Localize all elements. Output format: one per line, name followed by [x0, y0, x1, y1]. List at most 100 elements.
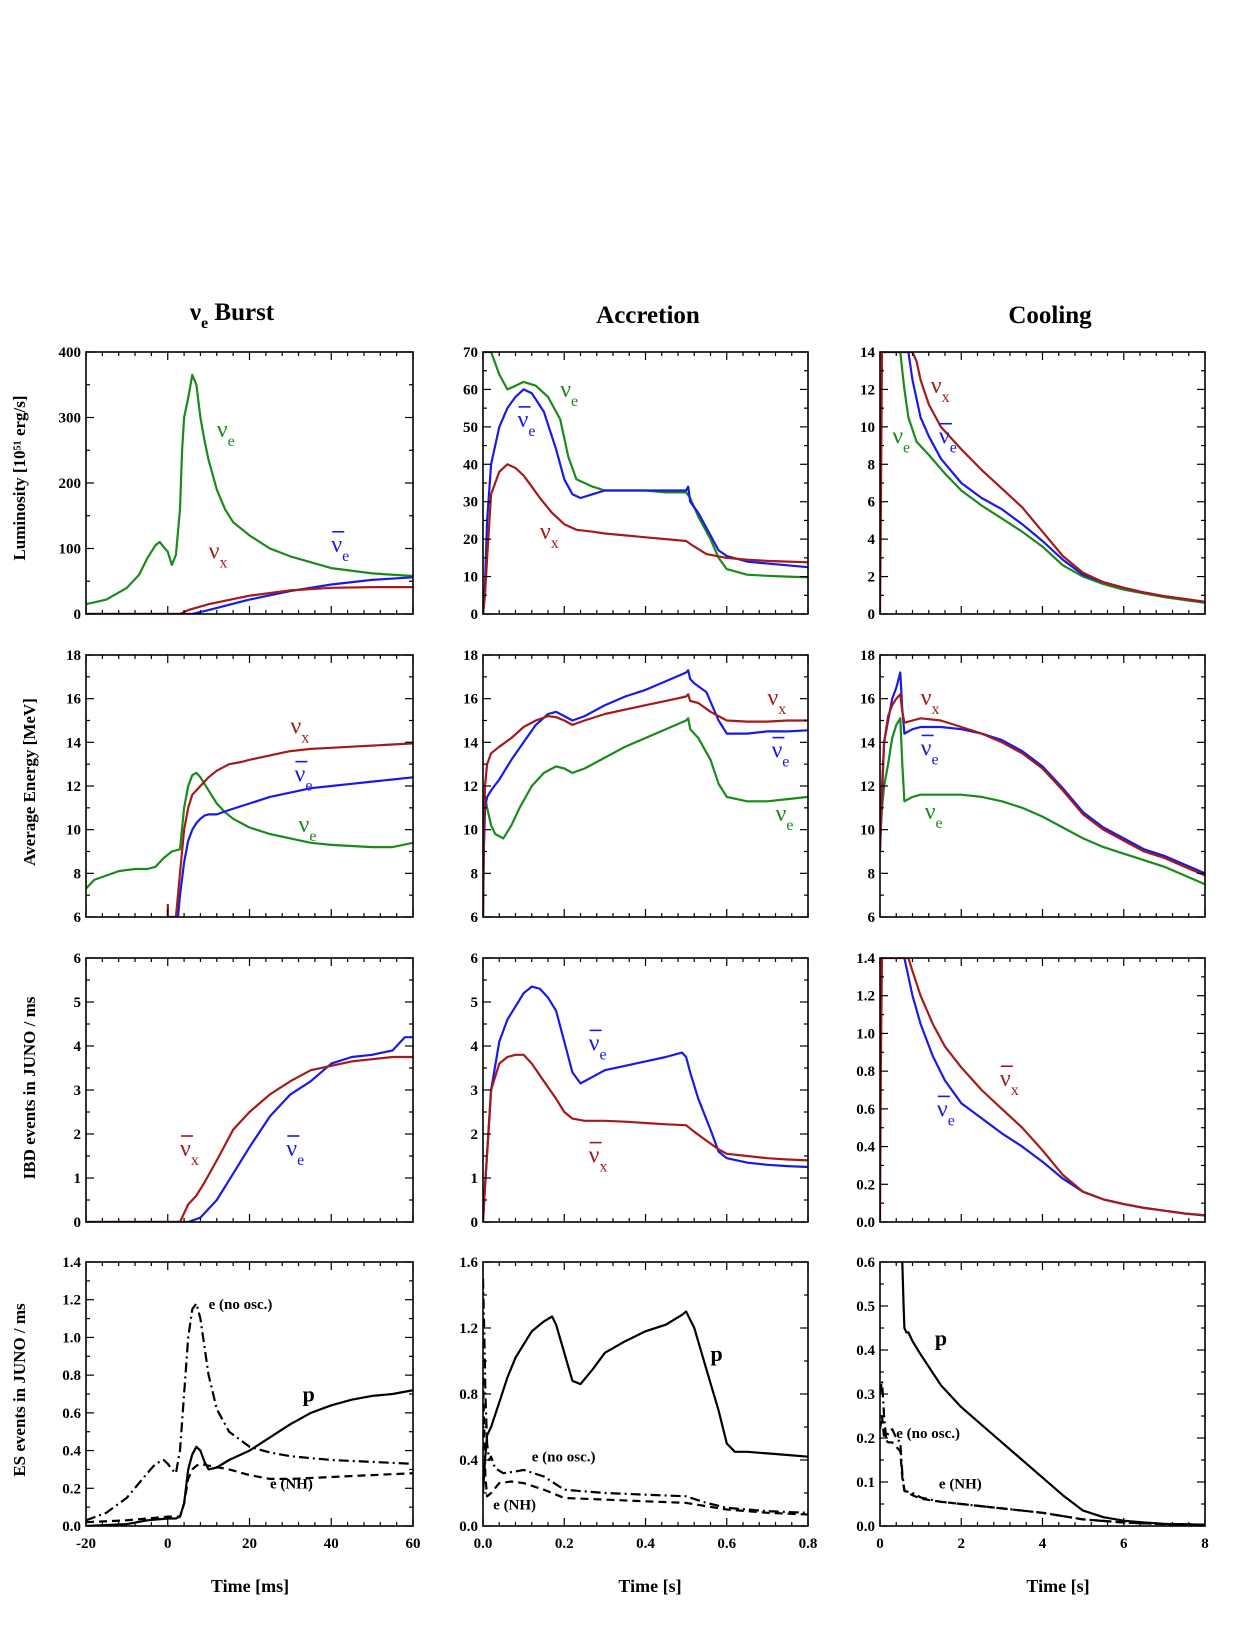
y-tick-label: 18	[463, 648, 478, 664]
curve-label-nu_x: νx	[540, 519, 559, 552]
y-tick-label: 5	[471, 995, 479, 1011]
curve-label-nubar_e: νe	[518, 407, 536, 440]
y-tick-label: 2	[471, 1127, 479, 1143]
y-tick-label: 1.6	[459, 1255, 478, 1271]
y-tick-label: 60	[463, 382, 478, 398]
y-tick-label: 8	[868, 866, 876, 882]
x-tick-label: 0.4	[636, 1536, 655, 1552]
curve-label-nu_x: νx	[767, 685, 786, 718]
ylabel-luminosity: Luminosity [10⁵¹ erg/s]	[10, 395, 29, 560]
y-tick-label: 18	[860, 648, 875, 664]
y-tick-label: 8	[74, 866, 82, 882]
y-tick-label: 1.2	[62, 1293, 81, 1309]
series-line-black-0	[901, 1262, 1205, 1526]
series-line-nu_x-2	[880, 693, 1205, 877]
y-tick-label: 8	[868, 457, 876, 473]
ylabel-ibd-events: IBD events in JUNO / ms	[20, 996, 39, 1179]
y-tick-label: 20	[463, 532, 478, 548]
y-tick-label: 0.0	[459, 1519, 478, 1535]
plot-frame	[85, 654, 414, 918]
y-tick-label: 6	[471, 951, 479, 967]
y-tick-label: 0.4	[856, 1343, 875, 1359]
y-tick-label: 0.8	[459, 1387, 478, 1403]
y-tick-label: 4	[471, 1039, 479, 1055]
y-tick-label: 10	[860, 823, 875, 839]
y-tick-label: 10	[860, 420, 875, 436]
y-tick-label: 0.8	[62, 1368, 81, 1384]
curve-label-nubar_e: νe	[589, 1030, 607, 1063]
y-tick-label: 14	[860, 345, 876, 361]
y-tick-label: 400	[59, 345, 82, 361]
column-title-cooling: Cooling	[1008, 302, 1092, 329]
y-tick-label: 6	[74, 910, 82, 926]
series-line-nu_x-2	[483, 693, 808, 917]
y-tick-label: 0.5	[856, 1299, 875, 1315]
y-tick-label: 2	[74, 1127, 82, 1143]
y-tick-label: 1.4	[62, 1255, 81, 1271]
xlabel-ms: Time [ms]	[211, 1576, 289, 1596]
y-tick-label: 4	[74, 1039, 82, 1055]
curve-label-nubar_e: νe	[771, 738, 789, 771]
x-tick-label: 2	[958, 1536, 966, 1552]
x-tick-label: 4	[1039, 1536, 1047, 1552]
curve-label: e (NH)	[270, 1476, 313, 1492]
series-line-nubar_e-1	[176, 776, 413, 917]
y-tick-label: 6	[868, 910, 876, 926]
y-tick-label: 4	[868, 532, 876, 548]
y-tick-label: 1.2	[856, 989, 875, 1005]
y-tick-label: 0.1	[856, 1475, 875, 1491]
y-tick-label: 1.4	[856, 951, 875, 967]
series-line-nu_x-1	[86, 1055, 413, 1222]
y-tick-label: 0.4	[459, 1453, 478, 1469]
x-tick-label: 0.6	[717, 1536, 736, 1552]
xlabel-s-cooling: Time [s]	[1026, 1576, 1089, 1596]
y-tick-label: 12	[66, 779, 81, 795]
x-tick-label: 40	[324, 1536, 339, 1552]
y-tick-label: 0.0	[62, 1519, 81, 1535]
plot-frame	[482, 957, 809, 1223]
y-tick-label: 0	[868, 607, 876, 623]
y-tick-label: 18	[66, 648, 81, 664]
plot-frame	[85, 351, 414, 615]
curve-label-nubar_e: νe	[937, 1096, 955, 1129]
x-tick-label: 0.0	[474, 1536, 493, 1552]
ylabel-average-energy: Average Energy [MeV]	[20, 698, 39, 866]
y-tick-label: 12	[463, 779, 478, 795]
ylabel-es-events: ES events in JUNO / ms	[10, 1303, 29, 1477]
series-line-black-1	[880, 1379, 1205, 1526]
x-tick-label: 6	[1120, 1536, 1128, 1552]
y-tick-label: 0.0	[856, 1519, 875, 1535]
curve-label-nubar_e: νe	[939, 424, 957, 457]
series-line-nubar_e-0	[903, 958, 1205, 1217]
series-line-nu_x-2	[86, 585, 413, 614]
panel-r3-c0: 0.0 0.2 0.4 0.6 0.8 1.0 1.2 1.4 -20 0 20 40 60 e (no …	[62, 1255, 420, 1552]
curve-label-nubar_e: νe	[921, 735, 939, 768]
y-tick-label: 10	[463, 823, 478, 839]
y-tick-label: 14	[860, 735, 876, 751]
y-tick-label: 6	[868, 495, 876, 511]
series-line-nu_e-0	[880, 717, 1205, 886]
curve-label: e (no osc.)	[532, 1450, 596, 1466]
y-tick-label: 100	[59, 542, 82, 558]
series-line-nubar_e-0	[483, 985, 808, 1222]
curve-label-nu_x: νx	[921, 685, 940, 718]
y-tick-label: 0	[471, 607, 479, 623]
y-tick-label: 14	[463, 735, 479, 751]
y-tick-label: 12	[860, 779, 875, 795]
series-line-nubar_e-1	[880, 671, 1205, 875]
y-tick-label: 0	[74, 1215, 82, 1231]
y-tick-label: 6	[471, 910, 479, 926]
series-line-nubar_e-1	[907, 352, 1205, 603]
series-line-black-1	[483, 1278, 808, 1514]
panel-r1-c1: 6 8 10 12 14 16 18 νx νe νe	[463, 648, 809, 926]
curve-label: p	[935, 1326, 947, 1351]
y-tick-label: 0.6	[856, 1255, 875, 1271]
series-line-nu_x-2	[483, 463, 808, 614]
panel-r1-c2: 6 8 10 12 14 16 18 νx νe νe	[860, 648, 1206, 926]
y-tick-label: 30	[463, 495, 478, 511]
y-tick-label: 300	[59, 411, 82, 427]
y-tick-label: 6	[74, 951, 82, 967]
curve-label-nu_x: νx	[290, 714, 309, 747]
y-tick-label: 0.2	[856, 1177, 875, 1193]
curve-label-nubar_e: νe	[294, 762, 312, 795]
